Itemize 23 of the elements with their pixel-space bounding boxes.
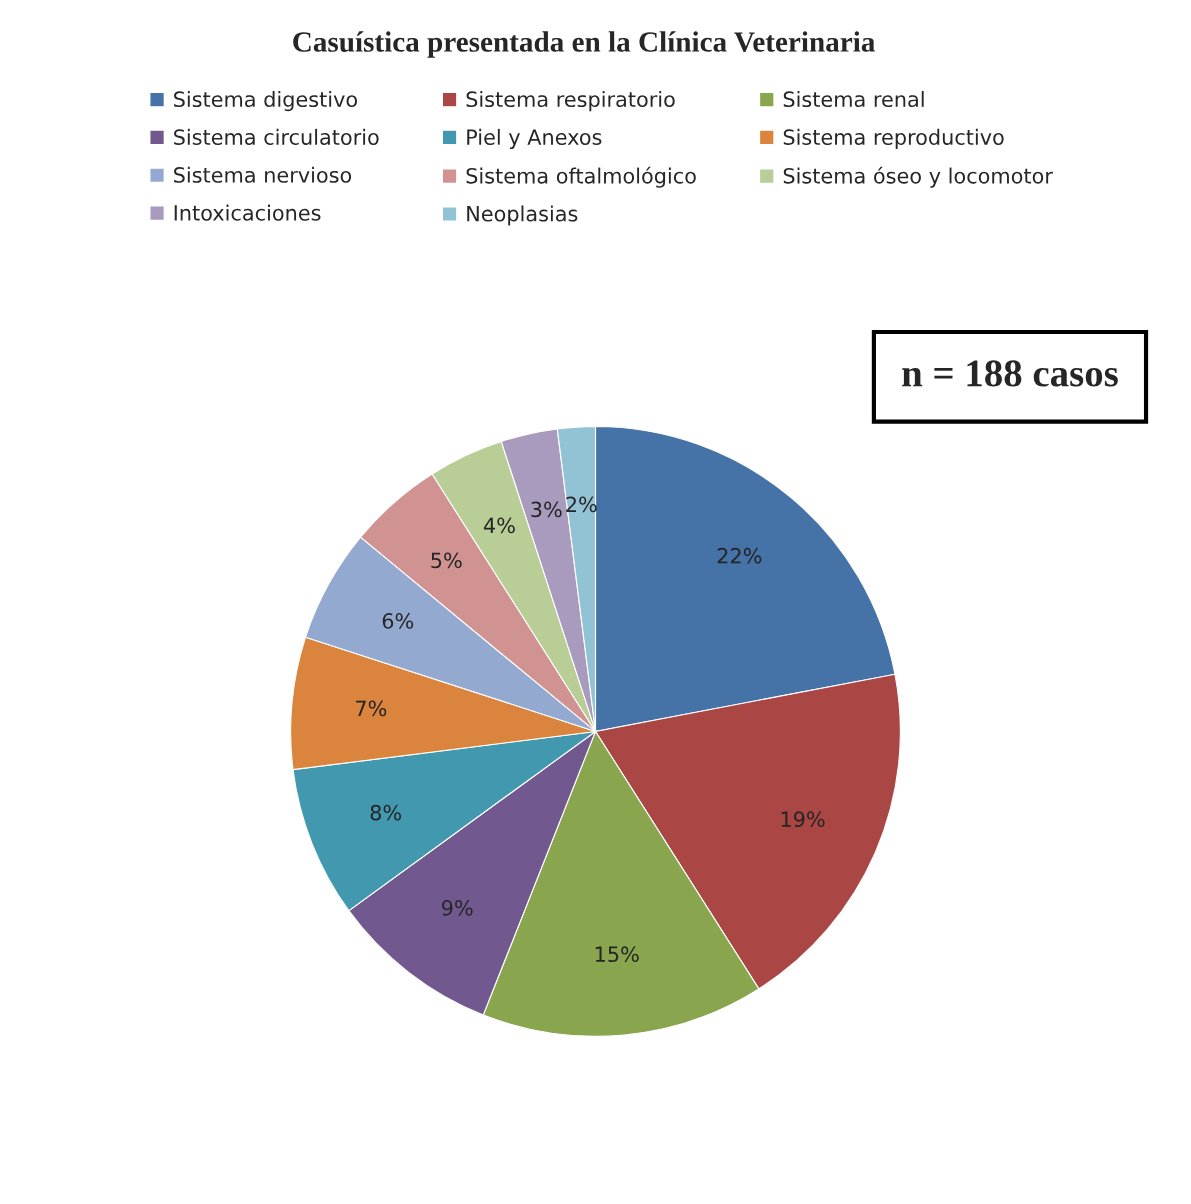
legend-label: Sistema respiratorio [466, 90, 675, 112]
legend-label: Sistema oftalmológico [466, 166, 696, 188]
data-label: 8% [370, 804, 402, 821]
text: n = 188 casos [902, 360, 1118, 387]
data-label: 7% [356, 700, 387, 717]
legend-label: Sistema digestivo [174, 90, 358, 112]
legend-label: Sistema renal [783, 90, 924, 108]
legend-label: Piel y Anexos [467, 128, 602, 150]
legend-label: Sistema circulatorio [174, 128, 379, 145]
legend-label: Sistema óseo y locomotor [783, 166, 1053, 188]
data-label: 3% [531, 501, 562, 518]
data-label: 5% [431, 552, 462, 569]
data-label: 6% [382, 613, 414, 629]
data-label: 9% [442, 899, 473, 916]
data-label: 19% [781, 811, 825, 828]
legend-label: Sistema reproductivo [783, 128, 1004, 150]
legend-label: Neoplasias [467, 205, 578, 226]
data-label: 15% [595, 946, 639, 963]
chart-title: Casuística presentada en la Clínica Veterinaria [293, 31, 875, 58]
legend-label: Intoxicaciones [174, 204, 321, 221]
legend-label: Sistema nervioso [174, 166, 352, 183]
data-label: 4% [483, 517, 515, 534]
data-label: 22% [717, 547, 762, 564]
